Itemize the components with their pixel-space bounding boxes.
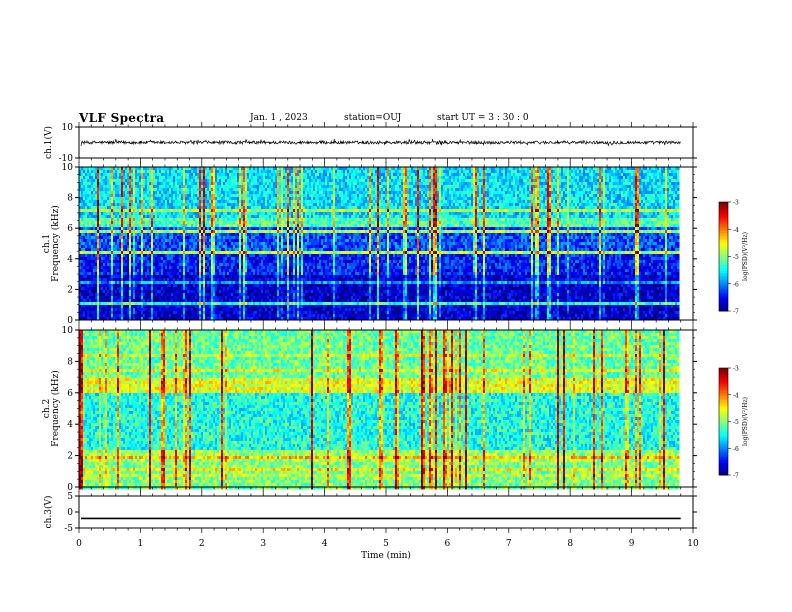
ytick-label: -10 xyxy=(59,154,74,164)
ytick-label: 0 xyxy=(67,316,73,326)
ylabel-ch1-spectrogram: ch.1 xyxy=(42,234,52,253)
colorbar-ch2-spectrogram: -3 -4 -5 -6 -7 log(PSD)(V²/Hz) xyxy=(718,366,749,480)
ytick-label: 8 xyxy=(67,357,73,367)
ytick-label: 2 xyxy=(67,452,73,462)
xaxis-label: Time (min) xyxy=(361,550,411,561)
xtick-label-8: 8 xyxy=(567,539,573,549)
xtick-label-10: 10 xyxy=(687,539,699,549)
ytick-label: 2 xyxy=(67,285,73,295)
colorbar-tick-label: -7 xyxy=(733,473,739,480)
colorbar-tick-label: -7 xyxy=(733,309,739,316)
ch1-waveform xyxy=(78,126,694,159)
colorbar-tick-label: -6 xyxy=(733,446,739,453)
xtick-label-4: 4 xyxy=(322,539,328,549)
xtick-label-1: 1 xyxy=(138,539,144,549)
colorbar-tick-label: -3 xyxy=(733,366,739,373)
ylabel-ch2-spectrogram: Frequency (kHz) xyxy=(50,370,61,447)
ytick-label: -5 xyxy=(64,524,73,534)
xtick-label-9: 9 xyxy=(629,539,635,549)
colorbar-tick-label: -6 xyxy=(733,281,739,288)
start-time-label: start UT = 3 : 30 : 0 xyxy=(437,113,529,123)
ch3-waveform xyxy=(78,495,694,529)
ytick-label: 0 xyxy=(67,508,73,518)
station-label: station=OUJ xyxy=(344,113,401,123)
ch1-spectrogram xyxy=(79,167,680,321)
ytick-label: 0 xyxy=(67,483,73,493)
colorbar-label: log(PSD)(V²/Hz) xyxy=(742,232,749,281)
plot-title: VLF Spectra xyxy=(79,111,164,125)
ch2-spectrogram xyxy=(79,330,680,490)
colorbar-label: log(PSD)(V²/Hz) xyxy=(742,397,749,446)
ylabel-ch1-spectrogram: Frequency (kHz) xyxy=(50,205,61,282)
ytick-label: 5 xyxy=(67,492,73,502)
ylabel-ch1-waveform: ch.1(V) xyxy=(43,126,54,159)
xtick-label-7: 7 xyxy=(506,539,512,549)
xtick-label-6: 6 xyxy=(445,539,451,549)
colorbar-tick-label: -5 xyxy=(733,419,739,426)
ytick-label: 6 xyxy=(67,389,73,399)
ytick-label: 8 xyxy=(67,194,73,204)
ytick-label: 4 xyxy=(67,420,73,430)
ytick-label: 10 xyxy=(62,163,74,173)
colorbar-tick-label: -4 xyxy=(733,227,739,234)
ytick-label: 4 xyxy=(67,255,73,265)
colorbar-ch1-spectrogram: -3 -4 -5 -6 -7 log(PSD)(V²/Hz) xyxy=(718,200,749,316)
xtick-label-0: 0 xyxy=(76,539,82,549)
colorbar-tick-label: -4 xyxy=(733,392,739,399)
xtick-label-2: 2 xyxy=(199,539,205,549)
ylabel-ch3-waveform: ch.3(V) xyxy=(43,496,54,529)
xtick-label-3: 3 xyxy=(260,539,266,549)
ylabel-ch2-spectrogram: ch.2 xyxy=(42,399,52,418)
ytick-label: 6 xyxy=(67,224,73,234)
xtick-label-5: 5 xyxy=(383,539,389,549)
ytick-label: 10 xyxy=(62,326,74,336)
ch1-waveform-trace xyxy=(80,138,681,147)
date-label: Jan. 1 , 2023 xyxy=(250,113,308,123)
ytick-label: 10 xyxy=(62,123,74,133)
colorbar-tick-label: -5 xyxy=(733,254,739,261)
colorbar-tick-label: -3 xyxy=(733,200,739,207)
